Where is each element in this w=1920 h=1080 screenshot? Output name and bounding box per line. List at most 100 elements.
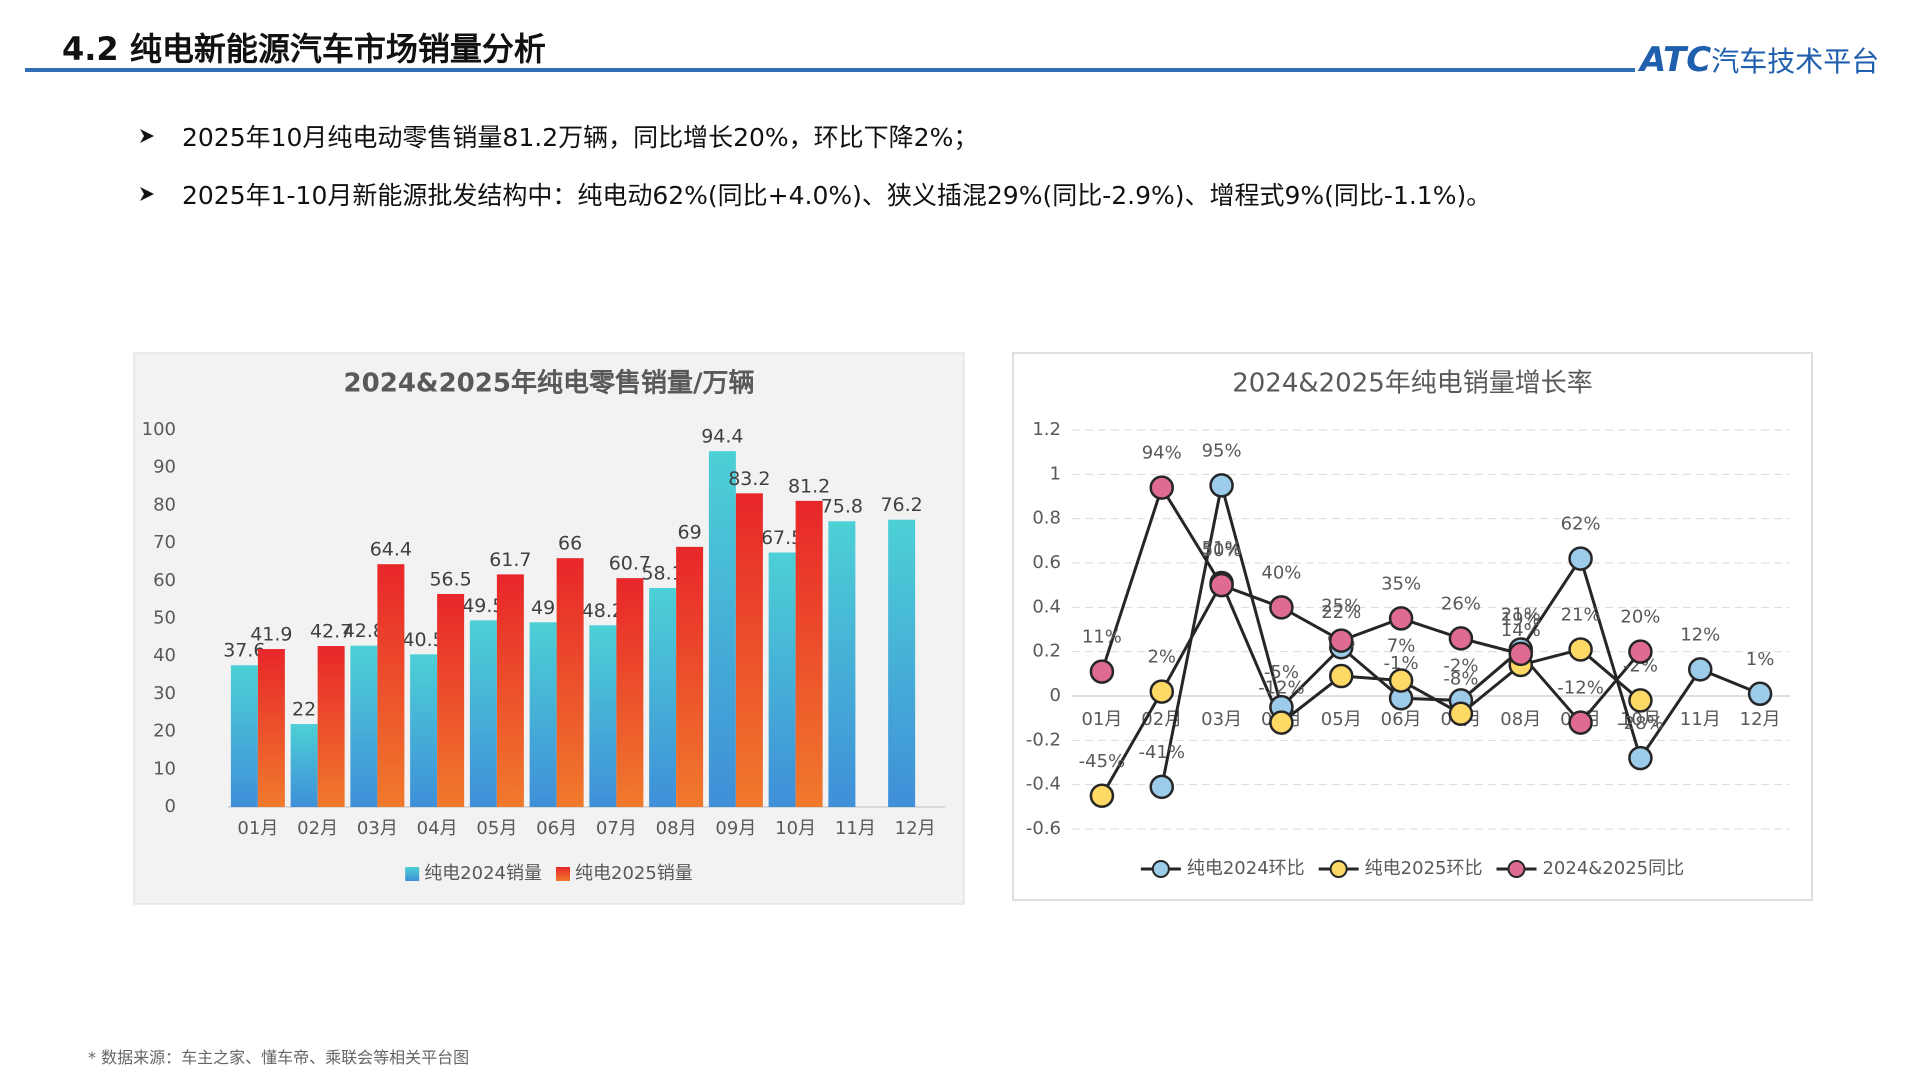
y-tick-label: 90: [153, 457, 176, 478]
point: [1089, 783, 1115, 808]
x-tick-label: 04月: [417, 818, 458, 839]
y-tick-label: 0.6: [1032, 552, 1061, 573]
legend-marker: [1329, 860, 1348, 878]
point: [1149, 774, 1174, 800]
data-label: 83.2: [728, 468, 770, 490]
bar: [317, 646, 345, 807]
point: [1628, 639, 1653, 664]
bar: [676, 546, 704, 807]
data-label: 35%: [1381, 573, 1421, 594]
data-label: -45%: [1079, 751, 1126, 772]
y-tick-label: 1: [1050, 463, 1061, 484]
data-label: -1%: [1384, 653, 1419, 674]
bar: [795, 500, 823, 807]
data-label: 61.7: [489, 549, 531, 571]
data-label: 75.8: [821, 496, 863, 518]
x-tick-label: 05月: [476, 818, 517, 839]
logo: ATC汽车技术平台: [1640, 40, 1879, 80]
bar: [377, 564, 405, 807]
point: [1209, 473, 1234, 498]
x-tick-label: 11月: [1680, 709, 1721, 730]
x-tick-label: 01月: [1081, 709, 1122, 730]
point: [1628, 688, 1653, 713]
x-tick-label: 08月: [1500, 709, 1541, 730]
data-label: 2%: [1147, 647, 1176, 668]
point: [1448, 626, 1474, 651]
bar: [735, 493, 763, 807]
data-label: 76.2: [880, 494, 922, 516]
data-label: 42.8: [343, 620, 385, 642]
legend-item: 纯电2024销量: [405, 863, 542, 884]
bullet-text: 2025年10月纯电动零售销量81.2万辆，同比增长20%，环比下降2%；: [182, 123, 979, 152]
bar: [410, 654, 438, 807]
point: [1269, 710, 1294, 735]
series-line: [1100, 579, 1642, 797]
y-tick-label: 50: [153, 608, 176, 629]
legend-item: 纯电2025环比: [1318, 858, 1482, 879]
data-label: 41.9: [250, 624, 292, 646]
bar: [290, 724, 318, 807]
data-label: 64.4: [370, 539, 412, 561]
data-label: 66: [558, 533, 582, 555]
y-tick-label: 1.2: [1032, 419, 1061, 440]
point: [1329, 628, 1354, 653]
legend-label: 2024&2025同比: [1542, 858, 1684, 879]
point: [1388, 668, 1414, 693]
logo-name: 汽车技术平台: [1711, 45, 1880, 78]
y-tick-label: 0: [165, 796, 176, 817]
bar: [708, 451, 736, 807]
bar: [350, 645, 378, 807]
x-tick-label: 03月: [1201, 709, 1242, 730]
y-tick-label: -0.4: [1026, 774, 1061, 795]
data-label: 22: [292, 699, 316, 721]
data-label: 1%: [1746, 649, 1775, 670]
data-label: 69: [678, 521, 702, 543]
y-tick-label: 0: [1050, 685, 1061, 706]
point: [1329, 663, 1354, 689]
data-label: 94.4: [701, 426, 743, 448]
data-label: -2%: [1443, 655, 1478, 676]
legend-item: 纯电2024环比: [1140, 858, 1305, 879]
header-rule: [25, 68, 1635, 72]
data-label: 26%: [1441, 593, 1481, 614]
y-tick-label: 10: [153, 758, 176, 779]
y-tick-label: 30: [153, 683, 176, 704]
bar-chart: 2024&2025年纯电零售销量/万辆 0 10 20 30 40 50 60 70 80 90 10…: [133, 352, 965, 905]
data-label: 21%: [1561, 604, 1601, 625]
x-tick-label: 06月: [1381, 709, 1422, 730]
data-label: 11%: [1082, 627, 1122, 648]
data-label: 60.7: [609, 553, 651, 575]
x-tick-label: 11月: [835, 818, 876, 839]
data-label: -41%: [1138, 742, 1185, 763]
data-label: 19%: [1501, 609, 1541, 630]
legend-item: 2024&2025同比: [1496, 858, 1684, 879]
point: [1448, 701, 1474, 726]
chart-title: 2024&2025年纯电销量增长率: [1232, 369, 1593, 399]
bar: [768, 552, 796, 807]
data-label: 12%: [1680, 624, 1720, 645]
data-label: -8%: [1443, 669, 1478, 690]
x-tick-label: 08月: [656, 818, 697, 839]
point: [1388, 606, 1414, 631]
point: [1747, 681, 1773, 707]
y-tick-label: 0.2: [1032, 641, 1061, 662]
chart-frame: [1012, 352, 1813, 901]
data-label: 42.7: [310, 621, 352, 643]
data-label: 22%: [1321, 602, 1361, 623]
data-label: 50%: [1202, 540, 1242, 561]
legend-swatch: [405, 867, 420, 881]
legend-marker: [1151, 860, 1170, 878]
point: [1149, 679, 1174, 704]
point: [1269, 595, 1294, 620]
bullet: 2025年10月纯电动零售销量81.2万辆，同比增长20%，环比下降2%；: [138, 118, 978, 154]
data-label: 37.6: [223, 640, 265, 662]
bar: [589, 625, 617, 807]
data-label: 49: [531, 597, 555, 619]
y-tick-label: 40: [153, 645, 176, 666]
y-tick-label: 0.8: [1032, 508, 1061, 529]
data-label: 49.5: [462, 595, 504, 617]
y-tick-label: -0.6: [1026, 818, 1061, 839]
legend-label: 纯电2024环比: [1187, 858, 1305, 879]
x-tick-label: 06月: [536, 818, 577, 839]
